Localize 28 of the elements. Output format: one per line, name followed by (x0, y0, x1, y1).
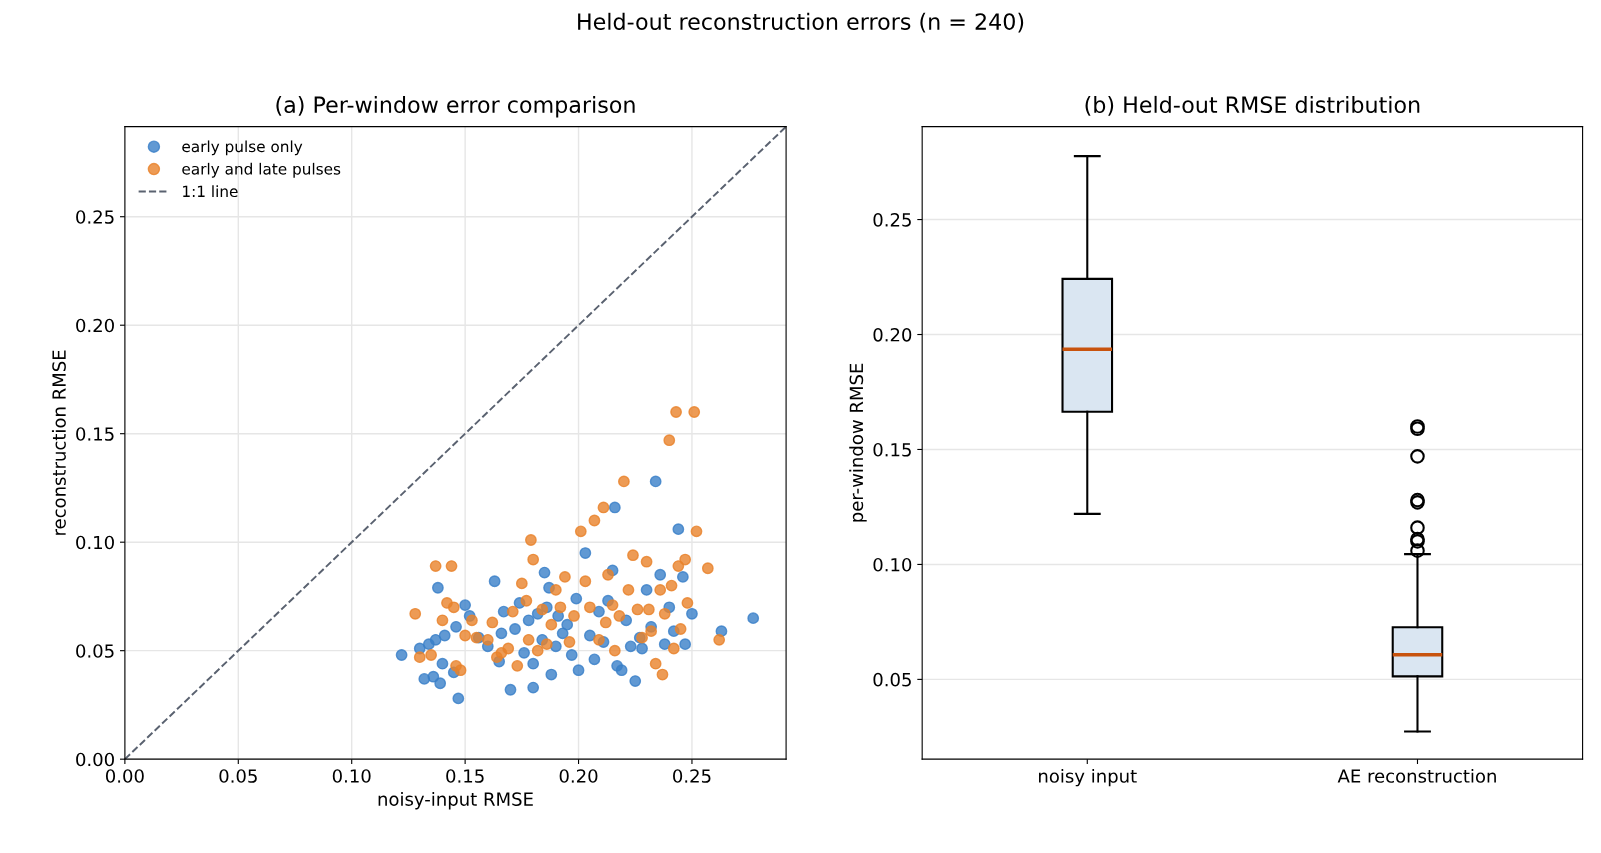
text: Held-out reconstruction errors (n = 240) (578, 12, 1024, 33)
x-tick-label: 0.25 (673, 769, 711, 783)
chart-title: (a) Per-window error comparison (276, 95, 635, 118)
y-tick-label: 0.20 (76, 318, 114, 333)
y-tick-label: 0.15 (76, 427, 114, 441)
chart-title: (b) Held-out RMSE distribution (1085, 95, 1420, 116)
x-tick-label: noisy input (1039, 768, 1137, 787)
y-tick-label: 0.20 (873, 327, 912, 342)
y-tick-label: 0.10 (873, 557, 912, 572)
y-tick-label: 0.15 (873, 442, 911, 457)
y-tick-label: 0.00 (76, 752, 114, 767)
x-tick-label: 0.15 (446, 769, 484, 783)
legend-label: 1:1 line (183, 185, 238, 198)
y-axis-title: per-window RMSE (849, 363, 867, 522)
x-tick-label: AE reconstruction (1337, 768, 1496, 783)
x-tick-label: 0.00 (105, 769, 144, 783)
x-tick-label: 0.05 (219, 769, 257, 783)
y-tick-label: 0.25 (873, 213, 911, 227)
y-tick-label: 0.05 (76, 644, 114, 658)
y-tick-label: 0.10 (76, 535, 114, 550)
legend-label: early and late pulses (182, 162, 341, 178)
y-axis-title: reconstruction RMSE (51, 350, 66, 535)
x-tick-label: 0.20 (559, 769, 598, 783)
y-tick-label: 0.05 (873, 672, 911, 687)
legend-label: early pulse only (182, 140, 303, 156)
x-axis-title: noisy-input RMSE (378, 791, 533, 810)
x-tick-label: 0.10 (332, 769, 371, 783)
y-tick-label: 0.25 (76, 210, 114, 224)
